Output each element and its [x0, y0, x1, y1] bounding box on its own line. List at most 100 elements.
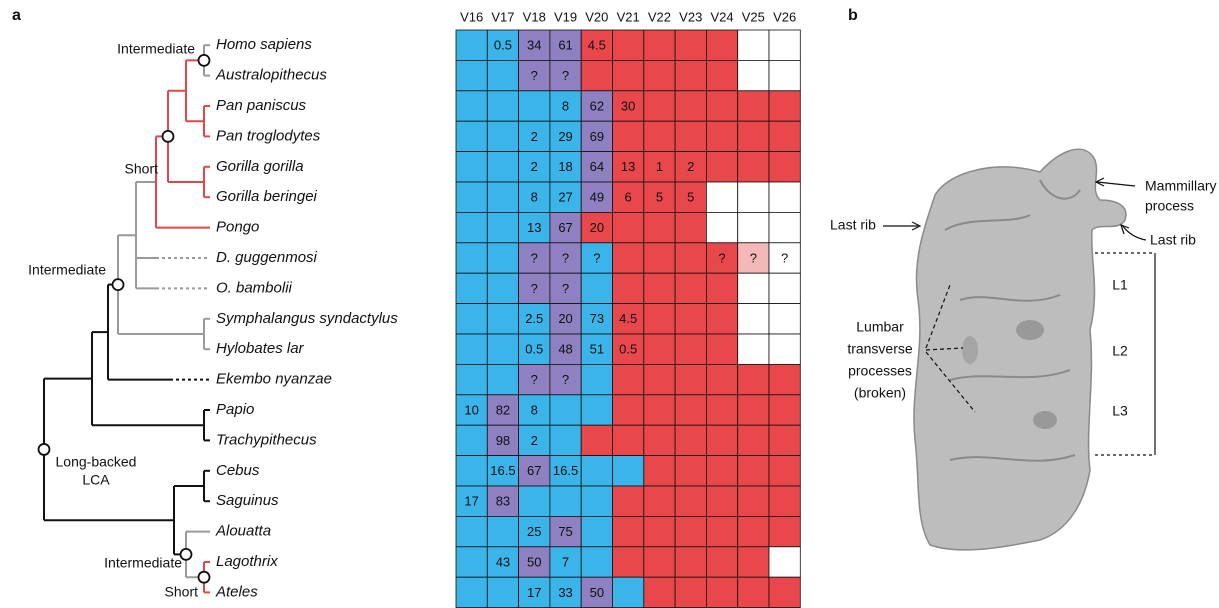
cell	[581, 395, 612, 425]
cell	[675, 121, 706, 151]
taxon: Cebus	[216, 462, 260, 479]
cell-value: 17	[527, 585, 541, 600]
cell	[738, 486, 769, 516]
label: Intermediate	[117, 41, 195, 57]
cell	[706, 547, 737, 577]
cell	[706, 577, 737, 607]
cell-value: ?	[562, 250, 569, 265]
taxon: Saguinus	[216, 492, 279, 509]
cell	[769, 30, 800, 60]
taxon: Ekembo nyanzae	[216, 371, 332, 388]
cell	[613, 577, 644, 607]
cell	[738, 60, 769, 90]
label: transverse	[847, 341, 913, 357]
cell-value: 10	[464, 402, 478, 417]
cell	[456, 121, 487, 151]
cell	[738, 182, 769, 212]
cell	[487, 577, 518, 607]
taxon: D. guggenmosi	[216, 249, 318, 266]
taxon: Trachypithecus	[216, 431, 317, 448]
cell-value: 64	[590, 159, 604, 174]
cell-value: 4.5	[619, 311, 637, 326]
cell-value: 4.5	[588, 38, 606, 53]
cell	[769, 121, 800, 151]
cell	[738, 516, 769, 546]
column-header: V24	[710, 9, 733, 24]
cell	[675, 30, 706, 60]
label: (broken)	[854, 385, 906, 401]
cell-value: ?	[593, 250, 600, 265]
cell	[706, 364, 737, 394]
cell-value: 49	[590, 190, 604, 205]
taxon: Gorilla beringei	[216, 188, 318, 205]
cell	[644, 91, 675, 121]
cell-value: 8	[562, 98, 569, 113]
bone-detail	[1033, 411, 1057, 429]
vertebra-render	[914, 149, 1126, 550]
label: L3	[1112, 403, 1128, 419]
cell	[613, 273, 644, 303]
cell	[675, 212, 706, 242]
cell-value: 61	[558, 38, 572, 53]
cell	[613, 486, 644, 516]
panel-label: b	[848, 7, 858, 24]
cell	[613, 395, 644, 425]
cell	[613, 516, 644, 546]
column-header: V26	[773, 9, 796, 24]
cell-value: 83	[496, 494, 510, 509]
cell-value: ?	[718, 250, 725, 265]
cell-value: 1	[656, 159, 663, 174]
cell	[706, 486, 737, 516]
cell	[456, 273, 487, 303]
cell	[644, 364, 675, 394]
cell	[581, 273, 612, 303]
cell	[581, 364, 612, 394]
cell	[613, 425, 644, 455]
cell-value: 34	[527, 38, 541, 53]
cell	[706, 212, 737, 242]
cell-value: ?	[531, 372, 538, 387]
cell	[738, 334, 769, 364]
cell	[456, 243, 487, 273]
cell	[456, 456, 487, 486]
cell	[738, 212, 769, 242]
cell	[738, 395, 769, 425]
bone-detail	[1016, 320, 1044, 340]
taxon: Lagothrix	[216, 553, 278, 570]
cell-value: 50	[590, 585, 604, 600]
label: Last rib	[1150, 232, 1196, 248]
cell-value: 98	[496, 433, 510, 448]
cell-value: ?	[781, 250, 788, 265]
cell	[456, 304, 487, 334]
cell	[706, 456, 737, 486]
cell	[738, 304, 769, 334]
cell-value: ?	[531, 68, 538, 83]
cell	[769, 547, 800, 577]
cell	[738, 152, 769, 182]
column-header: V17	[491, 9, 514, 24]
cell	[456, 152, 487, 182]
cell-value: 16.5	[553, 463, 578, 478]
cell	[675, 91, 706, 121]
cell	[675, 486, 706, 516]
bone-detail	[962, 336, 978, 364]
label: Long-backed	[56, 454, 137, 470]
cell	[456, 364, 487, 394]
cell	[644, 212, 675, 242]
column-header: V23	[679, 9, 702, 24]
cell	[487, 60, 518, 90]
cell	[487, 364, 518, 394]
taxon: Hylobates lar	[216, 340, 305, 357]
label: Short	[165, 584, 199, 600]
cell-value: ?	[531, 281, 538, 296]
node	[181, 549, 192, 560]
cell	[675, 334, 706, 364]
cell-value: 67	[558, 220, 572, 235]
tree	[44, 45, 210, 592]
node	[39, 444, 50, 455]
cell	[487, 91, 518, 121]
cell	[706, 304, 737, 334]
cell-value: 50	[527, 554, 541, 569]
taxon: Papio	[216, 401, 254, 418]
cell-value: ?	[562, 281, 569, 296]
